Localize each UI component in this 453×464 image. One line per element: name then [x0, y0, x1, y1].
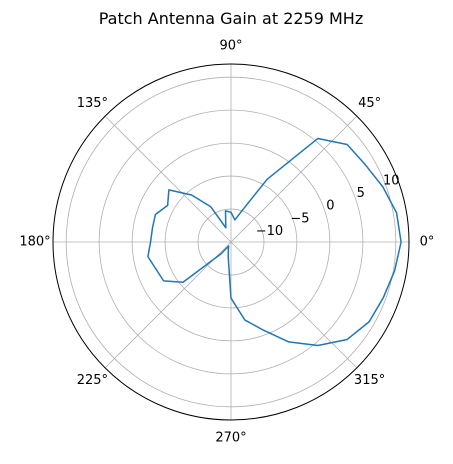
angle-tick-label-4: 180°: [19, 235, 50, 250]
radial-tick-label-1: −5: [290, 211, 309, 226]
angle-tick-label-1: 45°: [358, 96, 381, 111]
tick-label-layer: 0° 45° 90° 135° 180° 225° 270° 315° −10 −5 0 5 10: [19, 39, 434, 446]
axes-frame: [52, 63, 410, 421]
radial-tick-label-3: 5: [357, 186, 365, 201]
angular-gridline-3: [104, 115, 232, 243]
angle-tick-label-5: 225°: [77, 373, 108, 388]
angular-gridline-5: [104, 241, 232, 369]
chart-title: Patch Antenna Gain at 2259 MHz: [99, 9, 363, 28]
angular-gridline-1: [230, 115, 358, 243]
angle-tick-label-6: 270°: [215, 431, 246, 446]
angle-tick-label-3: 135°: [77, 96, 108, 111]
angular-gridline-7: [230, 241, 358, 369]
angle-tick-label-0: 0°: [420, 235, 435, 250]
radial-tick-label-4: 10: [383, 173, 400, 188]
radial-tick-label-0: −10: [256, 224, 283, 239]
angle-tick-label-2: 90°: [219, 39, 242, 54]
grid-layer: [53, 64, 409, 420]
radial-tick-label-2: 0: [326, 199, 334, 214]
plot-area: 0° 45° 90° 135° 180° 225° 270° 315° −10 −5 0 5 10: [19, 39, 434, 446]
angle-tick-label-7: 315°: [354, 373, 385, 388]
series-line-0: [147, 137, 402, 347]
series-layer: [147, 137, 402, 347]
